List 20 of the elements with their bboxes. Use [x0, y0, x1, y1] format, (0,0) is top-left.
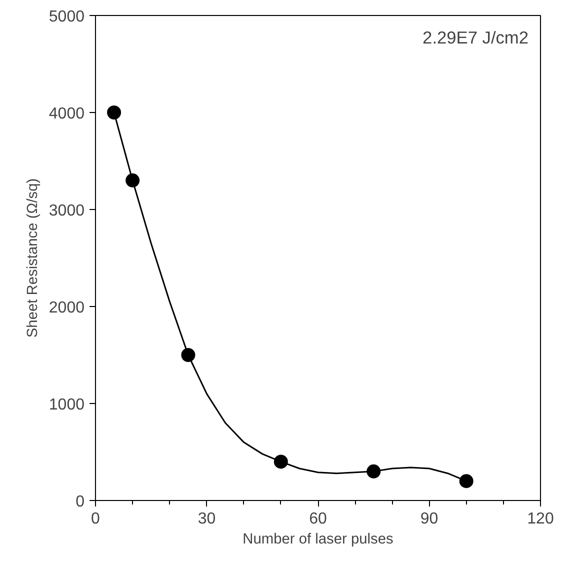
y-tick-label: 1000 — [48, 396, 85, 414]
annotation: 2.29E7 J/cm2 — [422, 28, 529, 48]
point — [107, 106, 122, 120]
x-axis-title: Number of laser pulses — [242, 532, 394, 548]
y-tick-label: 3000 — [48, 202, 85, 220]
x-tick-label: 60 — [309, 510, 327, 528]
y-tick-label: 5000 — [48, 8, 85, 26]
point — [366, 464, 381, 478]
point — [459, 474, 474, 488]
x-tick-label: 30 — [198, 510, 216, 528]
point — [126, 173, 140, 188]
y-tick-label: 2000 — [48, 300, 85, 316]
point — [274, 454, 288, 469]
y-tick-label: 0 — [76, 494, 85, 510]
y-axis-title: Sheet Resistance (Ω/sq) — [24, 178, 41, 338]
x-tick-label: 120 — [527, 510, 554, 528]
x-tick-label: 0 — [91, 510, 100, 528]
y-tick-label: 4000 — [48, 106, 85, 122]
x-tick-label: 90 — [420, 510, 438, 528]
point — [181, 348, 196, 362]
